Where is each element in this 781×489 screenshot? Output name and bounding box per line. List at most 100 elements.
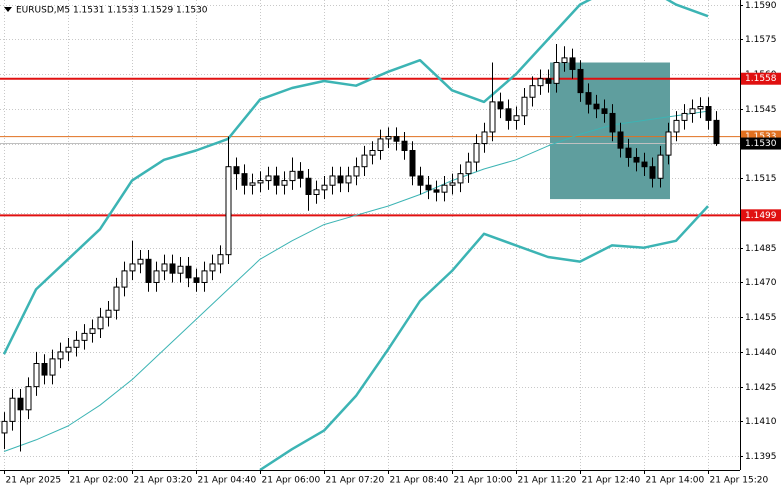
- y-tick-label: 1.1410: [745, 417, 777, 427]
- candle-body: [249, 182, 256, 186]
- candle-body: [329, 175, 336, 186]
- x-tick-label: 21 Apr 12:40: [582, 476, 641, 486]
- candle-body: [297, 170, 304, 179]
- candle-body: [33, 362, 40, 388]
- candle-body: [417, 175, 424, 186]
- candle-body: [233, 166, 240, 175]
- candle-body: [441, 184, 448, 193]
- y-tick-label: 1.1455: [745, 313, 777, 323]
- candle-body: [473, 143, 480, 163]
- x-tick-label: 21 Apr 11:20: [518, 476, 577, 486]
- candle-body: [273, 175, 280, 186]
- x-tick-label: 21 Apr 14:00: [646, 476, 705, 486]
- candle-body: [377, 138, 384, 151]
- candle-body: [633, 156, 640, 163]
- candle-body: [369, 149, 376, 156]
- candle-body: [569, 57, 576, 70]
- x-tick-label: 21 Apr 04:40: [198, 476, 257, 486]
- y-tick-label: 1.1485: [745, 244, 777, 254]
- candle-body: [137, 258, 144, 265]
- candle-body: [601, 108, 608, 114]
- candle-body: [433, 189, 440, 193]
- y-tick-label: 1.1440: [745, 348, 777, 358]
- candle-body: [281, 180, 288, 186]
- candle-body: [265, 175, 272, 182]
- candle-body: [193, 277, 200, 283]
- candle-body: [201, 270, 208, 283]
- candle-body: [345, 175, 352, 184]
- y-tick-label: 1.1545: [745, 105, 777, 115]
- candle-body: [713, 119, 720, 145]
- candle-body: [305, 177, 312, 195]
- candle-body: [145, 258, 152, 283]
- x-tick-label: 21 Apr 07:20: [326, 476, 385, 486]
- candle-body: [161, 263, 168, 272]
- candle-body: [209, 263, 216, 272]
- candle-body: [361, 154, 368, 168]
- candle-body: [529, 85, 536, 98]
- candle-body: [65, 346, 72, 353]
- candle-body: [681, 112, 688, 121]
- candle-body: [393, 136, 400, 142]
- x-tick-label: 21 Apr 06:00: [262, 476, 321, 486]
- candle-body: [353, 166, 360, 177]
- candle-body: [289, 170, 296, 182]
- y-tick-label: 1.1590: [745, 1, 777, 11]
- candle-body: [593, 103, 600, 110]
- candle-body: [497, 101, 504, 110]
- candle-body: [257, 180, 264, 184]
- price-badge: [741, 137, 781, 150]
- candle-body: [657, 154, 664, 179]
- x-tick-label: 21 Apr 08:40: [390, 476, 449, 486]
- indicator-line: [2, 0, 709, 355]
- price-badge-label: 1.1533: [745, 132, 777, 142]
- candle-body: [73, 339, 80, 348]
- candle-body: [665, 131, 672, 156]
- candle-body: [105, 309, 112, 318]
- candle-body: [705, 106, 712, 121]
- x-tick-label: 21 Apr 2025: [6, 476, 62, 486]
- candle-body: [81, 332, 88, 341]
- candle-body: [609, 112, 616, 133]
- candle-body: [465, 161, 472, 175]
- candle-body: [121, 270, 128, 288]
- y-tick-label: 1.1470: [745, 278, 777, 288]
- candle-body: [505, 108, 512, 121]
- candle-body: [585, 92, 592, 105]
- candle-body: [673, 119, 680, 133]
- y-tick-label: 1.1515: [745, 174, 777, 184]
- price-badge-label: 1.1558: [745, 74, 777, 84]
- price-badge-label: 1.1499: [745, 211, 777, 221]
- candle-body: [625, 147, 632, 158]
- candle-body: [481, 131, 488, 145]
- candle-body: [57, 351, 64, 360]
- menu-triangle: [4, 7, 12, 12]
- candle-body: [449, 182, 456, 186]
- candle-body: [217, 254, 224, 265]
- candle-body: [41, 362, 48, 376]
- price-badge: [741, 209, 781, 222]
- candle-body: [537, 78, 544, 87]
- candle-body: [169, 263, 176, 274]
- candle-body: [401, 140, 408, 151]
- candle-body: [617, 131, 624, 149]
- y-tick-label: 1.1575: [745, 35, 777, 45]
- candle-body: [17, 397, 24, 411]
- price-badge-label: 1.1530: [745, 139, 777, 149]
- candle-body: [177, 265, 184, 274]
- candle-body: [185, 265, 192, 279]
- candle-body: [457, 173, 464, 184]
- price-badge: [741, 72, 781, 85]
- indicator-line: [259, 205, 709, 470]
- candle-body: [153, 270, 160, 283]
- candle-body: [313, 189, 320, 195]
- candle-body: [553, 62, 560, 84]
- candle-body: [129, 263, 136, 272]
- candle-body: [561, 57, 568, 64]
- y-tick-label: 1.1395: [745, 452, 777, 462]
- chart-title: EURUSD,M5 1.1531 1.1533 1.1529 1.1530: [16, 6, 208, 16]
- candle-body: [225, 166, 232, 256]
- indicator-line: [3, 110, 709, 452]
- plot-area: [0, 0, 740, 470]
